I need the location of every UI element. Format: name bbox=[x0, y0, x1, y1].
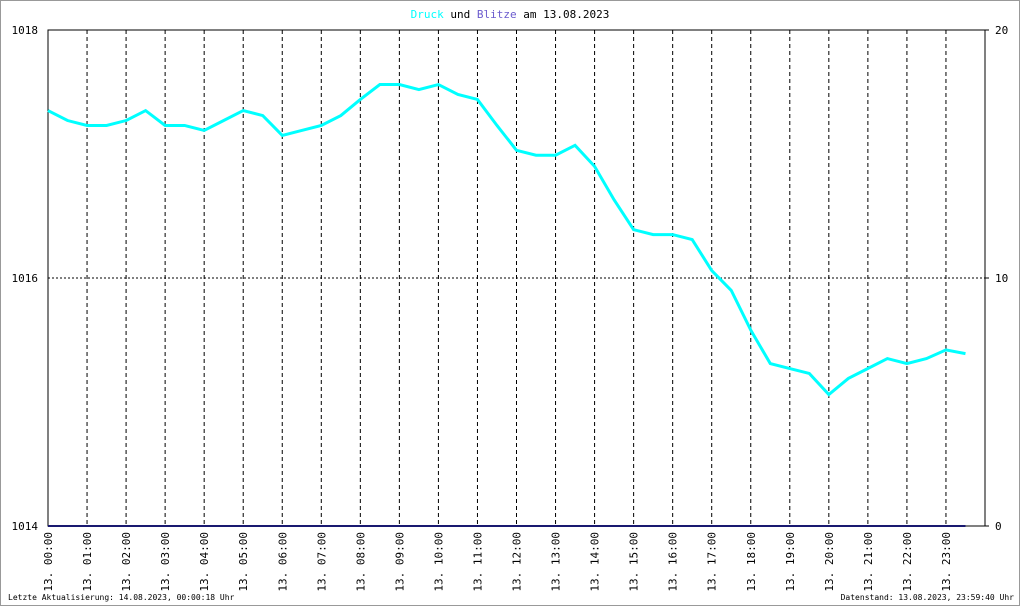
x-tick-label: 13. 16:00 bbox=[667, 532, 680, 592]
y2-tick-label: 0 bbox=[995, 520, 1002, 533]
x-tick-label: 13. 12:00 bbox=[511, 532, 524, 592]
y2-tick-label: 10 bbox=[995, 272, 1008, 285]
x-tick-label: 13. 04:00 bbox=[198, 532, 211, 592]
y-tick-label: 1018 bbox=[12, 24, 39, 37]
x-tick-label: 13. 03:00 bbox=[159, 532, 172, 592]
x-tick-label: 13. 21:00 bbox=[862, 532, 875, 592]
title-date: am 13.08.2023 bbox=[523, 8, 609, 21]
x-tick-label: 13. 13:00 bbox=[550, 532, 563, 592]
x-tick-label: 13. 11:00 bbox=[471, 532, 484, 592]
x-tick-label: 13. 20:00 bbox=[823, 532, 836, 592]
x-tick-label: 13. 17:00 bbox=[706, 532, 719, 592]
x-tick-label: 13. 10:00 bbox=[432, 532, 445, 592]
y-tick-label: 1016 bbox=[12, 272, 39, 285]
x-tick-label: 13. 01:00 bbox=[81, 532, 94, 592]
title-series-2: Blitze bbox=[477, 8, 517, 21]
series-line bbox=[47, 82, 966, 397]
title-series-1: Druck bbox=[411, 8, 444, 21]
x-tick-label: 13. 09:00 bbox=[393, 532, 406, 592]
x-tick-label: 13. 15:00 bbox=[628, 532, 641, 592]
x-tick-label: 13. 07:00 bbox=[315, 532, 328, 592]
footer-left: Letzte Aktualisierung: 14.08.2023, 00:00… bbox=[8, 593, 235, 602]
x-tick-label: 13. 23:00 bbox=[940, 532, 953, 592]
x-tick-label: 13. 14:00 bbox=[589, 532, 602, 592]
x-tick-label: 13. 00:00 bbox=[42, 532, 55, 592]
chart-title: Druck und Blitze am 13.08.2023 bbox=[411, 8, 610, 21]
y2-tick-label: 20 bbox=[995, 24, 1008, 37]
x-tick-label: 13. 06:00 bbox=[276, 532, 289, 592]
x-tick-label: 13. 08:00 bbox=[354, 532, 367, 592]
footer-right: Datenstand: 13.08.2023, 23:59:40 Uhr bbox=[841, 593, 1015, 602]
x-tick-label: 13. 19:00 bbox=[784, 532, 797, 592]
x-tick-label: 13. 02:00 bbox=[120, 532, 133, 592]
x-tick-label: 13. 05:00 bbox=[237, 532, 250, 592]
x-tick-label: 13. 22:00 bbox=[901, 532, 914, 592]
x-tick-label: 13. 18:00 bbox=[745, 532, 758, 592]
title-joiner: und bbox=[450, 8, 470, 21]
y-tick-label: 1014 bbox=[12, 520, 39, 533]
